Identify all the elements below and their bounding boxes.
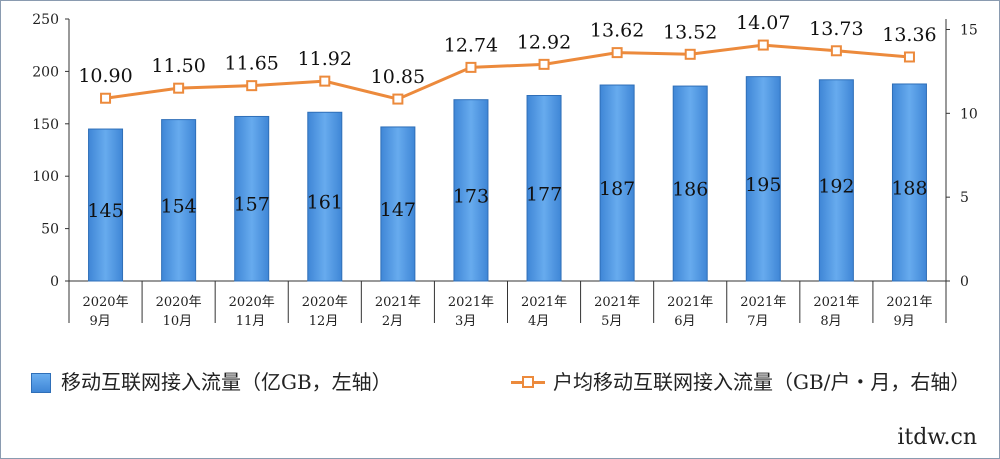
x-axis-tick-label-month: 9月 [893, 314, 914, 329]
legend-bar-swatch [31, 373, 51, 393]
legend-line-swatch [511, 367, 545, 391]
x-axis-tick-label-month: 6月 [674, 314, 695, 329]
line-point-marker [100, 92, 112, 104]
legend-line-label: 户均移动互联网接入流量（GB/户・月，右轴） [553, 370, 971, 394]
line-data-label: 11.50 [151, 55, 205, 77]
bar-mark [672, 85, 708, 282]
bar-mark [526, 95, 562, 282]
x-axis-tick-label-year: 2020年 [302, 295, 348, 310]
line-data-label: 14.07 [736, 12, 790, 34]
left-axis-tick-label: 50 [41, 222, 59, 238]
bar-data-label: 188 [891, 177, 927, 199]
x-axis-tick-label-month: 8月 [820, 314, 841, 329]
line-point-marker [903, 51, 915, 63]
line-point-marker [246, 80, 258, 92]
watermark-text: itdw.cn [897, 425, 977, 450]
bar-mark [891, 83, 927, 282]
bar-data-label: 154 [160, 195, 196, 217]
line-point-marker [830, 45, 842, 57]
line-point-marker [684, 48, 696, 60]
right-axis-tick-label: 10 [960, 106, 978, 122]
line-point-marker [538, 58, 550, 70]
x-axis-tick-label-year: 2021年 [375, 295, 421, 310]
x-axis-tick-label-year: 2020年 [156, 295, 202, 310]
x-axis-tick-label-month: 11月 [236, 314, 266, 329]
bar-data-label: 145 [87, 200, 123, 222]
bar-data-label: 173 [453, 185, 489, 207]
bar-mark [453, 99, 489, 282]
x-axis-tick-label-year: 2020年 [82, 295, 128, 310]
line-point-marker [465, 61, 477, 73]
x-axis-tick-label-month: 10月 [163, 314, 193, 329]
line-point-marker [611, 47, 623, 59]
right-axis-tick-label: 15 [960, 22, 978, 38]
line-data-label: 13.36 [882, 24, 936, 46]
x-axis-tick-label-month: 5月 [601, 314, 622, 329]
bar-data-label: 195 [745, 174, 781, 196]
x-axis-tick-label-month: 7月 [747, 314, 768, 329]
line-data-label: 13.62 [590, 20, 644, 42]
line-point-marker [392, 93, 404, 105]
right-axis-tick-label: 5 [960, 190, 969, 206]
bar-data-label: 147 [380, 199, 416, 221]
x-axis-tick-label-year: 2021年 [813, 295, 859, 310]
line-data-label: 10.85 [371, 66, 425, 88]
bar-mark [234, 115, 270, 282]
chart-legend: 移动互联网接入流量（亿GB，左轴） 户均移动互联网接入流量（GB/户・月，右轴） [1, 367, 999, 437]
line-series-path [105, 43, 910, 101]
legend-item-line-series: 户均移动互联网接入流量（GB/户・月，右轴） [511, 367, 971, 397]
bar-mark [161, 119, 197, 282]
x-axis-tick-label-month: 2月 [382, 314, 403, 329]
line-data-label: 13.73 [809, 18, 863, 40]
line-point-marker [173, 82, 185, 94]
legend-bar-label: 移动互联网接入流量（亿GB，左轴） [61, 370, 392, 394]
x-axis-tick-label-month: 9月 [90, 314, 111, 329]
bar-data-label: 161 [307, 192, 343, 214]
x-axis-tick-label-year: 2021年 [886, 295, 932, 310]
legend-item-bar-series: 移动互联网接入流量（亿GB，左轴） [31, 367, 392, 397]
x-axis-tick-label-month: 4月 [528, 314, 549, 329]
x-axis-tick-label-year: 2021年 [667, 295, 713, 310]
x-axis-tick-label-year: 2021年 [740, 295, 786, 310]
line-data-label: 10.90 [78, 65, 132, 87]
x-axis-tick-label-year: 2020年 [229, 295, 275, 310]
left-axis-tick-label: 100 [32, 169, 59, 185]
bar-data-label: 157 [234, 194, 270, 216]
x-axis-tick-label-month: 12月 [309, 314, 339, 329]
line-data-label: 12.92 [517, 31, 571, 53]
line-data-label: 11.65 [225, 53, 279, 75]
left-axis-tick-label: 250 [32, 12, 59, 28]
bar-data-label: 186 [672, 179, 708, 201]
line-data-label: 12.74 [444, 34, 498, 56]
line-point-marker [319, 75, 331, 87]
bar-data-label: 187 [599, 178, 635, 200]
left-axis-tick-label: 200 [32, 64, 59, 80]
bar-mark [818, 79, 854, 282]
left-axis-tick-label: 0 [50, 274, 59, 290]
bar-mark [599, 84, 635, 282]
bar-mark [307, 111, 343, 282]
left-axis-tick-label: 150 [32, 117, 59, 133]
x-axis-tick-label-year: 2021年 [521, 295, 567, 310]
line-point-marker [757, 39, 769, 51]
chart-plot: 0 50 100 150 200 250 0 5 10 15 2020年 9月 2020年 10月 2020… [32, 12, 978, 329]
x-axis-tick-label-year: 2021年 [448, 295, 494, 310]
bar-mark [380, 126, 416, 282]
x-axis-tick-label-month: 3月 [455, 314, 476, 329]
right-axis-tick-label: 0 [960, 274, 969, 290]
bar-mark [88, 128, 124, 282]
line-data-label: 13.52 [663, 21, 717, 43]
bar-data-label: 192 [818, 175, 854, 197]
bar-data-label: 177 [526, 183, 562, 205]
x-axis-tick-label-year: 2021年 [594, 295, 640, 310]
bar-mark [745, 76, 781, 282]
line-data-label: 11.92 [298, 48, 352, 70]
